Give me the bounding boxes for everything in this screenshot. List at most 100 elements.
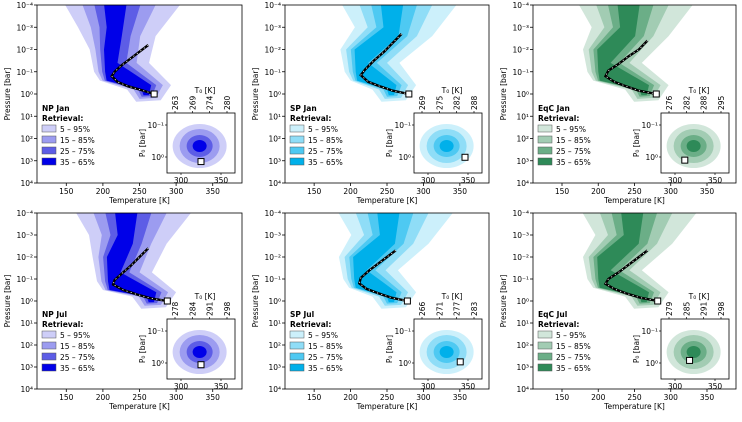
envelope-4 [353, 213, 400, 303]
true-profile-dots [604, 40, 657, 95]
legend-swatch [289, 146, 305, 155]
y-tick-label: 10⁴ [516, 179, 529, 188]
legend-swatch [289, 135, 305, 144]
panel-sp-jul: 150 200 250 300 350 Temperature [K] 10⁻⁴ 10⁻³ 10… [251, 209, 490, 411]
inset-contour-4 [686, 140, 701, 152]
plot-area [582, 213, 697, 309]
inset-contour-4 [192, 140, 207, 152]
y-tick-label: 10⁻³ [512, 23, 529, 32]
x-tick-label: 300 [416, 187, 431, 196]
legend-entry: 35 – 65% [60, 364, 95, 373]
inset-top-tick-label: 291 [700, 301, 709, 316]
x-tick-label: 250 [132, 393, 147, 402]
inset-true-marker [456, 358, 464, 366]
x-axis-label: Temperature [K] [108, 196, 170, 205]
y-tick-label: 10⁻³ [512, 231, 529, 240]
y-tick-label: 10⁴ [20, 179, 33, 188]
inset-y-axis-label: P₀ [bar] [385, 129, 394, 157]
legend-title: Retrieval: [290, 320, 331, 329]
x-tick-label: 200 [96, 187, 111, 196]
legend-swatch [289, 341, 305, 350]
inset-true-marker [681, 156, 689, 164]
envelope-4 [354, 5, 404, 96]
legend-entry: 5 – 95% [60, 331, 90, 340]
inset-posterior: 278 284 291 298 T₀ [K] 300 350 10⁻¹ 10⁰ P₀ [bar] [138, 292, 236, 391]
y-tick-label: 10² [268, 135, 281, 144]
inset-top-axis-label: T₀ [K] [688, 86, 710, 95]
inset-top-tick-label: 277 [453, 301, 462, 316]
y-tick-label: 10⁻⁴ [512, 1, 529, 10]
inset-y-tick-label: 10⁻¹ [394, 121, 411, 130]
legend-swatch [537, 135, 553, 144]
legend-swatch [537, 124, 553, 133]
x-tick-label: 300 [416, 393, 431, 402]
legend-swatch [537, 352, 553, 361]
x-tick-label: 250 [380, 187, 395, 196]
y-tick-label: 10⁻³ [16, 23, 33, 32]
x-tick-label: 150 [59, 393, 74, 402]
inset-top-tick-label: 278 [171, 301, 180, 316]
y-tick-label: 10³ [268, 157, 281, 166]
y-tick-label: 10⁻² [512, 253, 529, 262]
envelope-4 [106, 213, 157, 303]
x-tick-label: 350 [206, 393, 221, 402]
y-tick-label: 10⁻² [264, 253, 281, 262]
x-tick-label: 250 [627, 187, 642, 196]
legend-swatch [289, 363, 305, 372]
inset-bottom-tick-label: 300 [668, 176, 683, 185]
x-axis-label: Temperature [K] [356, 196, 418, 205]
x-axis-label: Temperature [K] [603, 196, 665, 205]
y-tick-label: 10² [516, 135, 529, 144]
x-tick-label: 300 [664, 187, 679, 196]
inset-top-axis-label: T₀ [K] [194, 292, 216, 301]
inset-bottom-tick-label: 300 [421, 176, 436, 185]
inset-posterior: 266 271 277 283 T₀ [K] 300 350 10⁻¹ 10⁰ P₀ [bar] [385, 292, 483, 391]
x-axis-label: Temperature [K] [603, 402, 665, 411]
legend-swatch [537, 363, 553, 372]
inset-top-tick-label: 263 [171, 95, 180, 110]
panel-label: NP Jul [42, 310, 67, 319]
y-tick-label: 10⁻⁴ [264, 209, 281, 218]
inset-top-axis-label: T₀ [K] [441, 86, 463, 95]
inset-bottom-tick-label: 350 [214, 176, 229, 185]
inset-top-tick-label: 275 [435, 95, 444, 110]
inset-true-marker [197, 158, 205, 166]
true-profile-dots [112, 247, 168, 302]
legend-entry: 15 – 85% [60, 136, 95, 145]
legend-entry: 35 – 65% [556, 364, 591, 373]
y-tick-label: 10³ [516, 157, 529, 166]
y-tick-label: 10¹ [20, 112, 33, 121]
inset-bottom-tick-label: 300 [421, 382, 436, 391]
legend-swatch [41, 330, 57, 339]
x-tick-label: 300 [169, 187, 184, 196]
inset-top-tick-label: 288 [470, 95, 479, 110]
y-tick-label: 10² [516, 341, 529, 350]
legend-entry: 25 – 75% [556, 147, 591, 156]
panel-label: SP Jan [290, 104, 317, 113]
inset-true-marker [686, 356, 694, 364]
y-tick-label: 10⁰ [516, 297, 529, 306]
legend-title: Retrieval: [290, 114, 331, 123]
y-tick-label: 10⁻⁴ [16, 209, 33, 218]
inset-contour-4 [439, 140, 454, 152]
y-tick-label: 10⁻¹ [512, 275, 529, 284]
y-axis-label: Pressure [bar] [499, 68, 508, 121]
y-axis-label: Pressure [bar] [251, 275, 260, 328]
inset-top-axis-label: T₀ [K] [688, 292, 710, 301]
inset-bottom-tick-label: 300 [174, 382, 189, 391]
panel-label: NP Jan [42, 104, 70, 113]
inset-bottom-tick-label: 300 [668, 382, 683, 391]
legend-entry: 15 – 85% [308, 342, 343, 351]
inset-bottom-tick-label: 350 [214, 382, 229, 391]
legend-swatch [537, 146, 553, 155]
inset-contour-4 [686, 346, 701, 358]
inset-top-tick-label: 291 [206, 301, 215, 316]
x-tick-label: 150 [307, 187, 322, 196]
legend-entry: 15 – 85% [60, 342, 95, 351]
y-axis-label: Pressure [bar] [499, 275, 508, 328]
y-tick-label: 10⁻¹ [16, 68, 33, 77]
y-tick-label: 10² [268, 341, 281, 350]
panel-eqc-jan: 150 200 250 300 350 Temperature [K] 10⁻⁴ 10⁻³ 10… [499, 1, 737, 205]
inset-bottom-tick-label: 300 [174, 176, 189, 185]
